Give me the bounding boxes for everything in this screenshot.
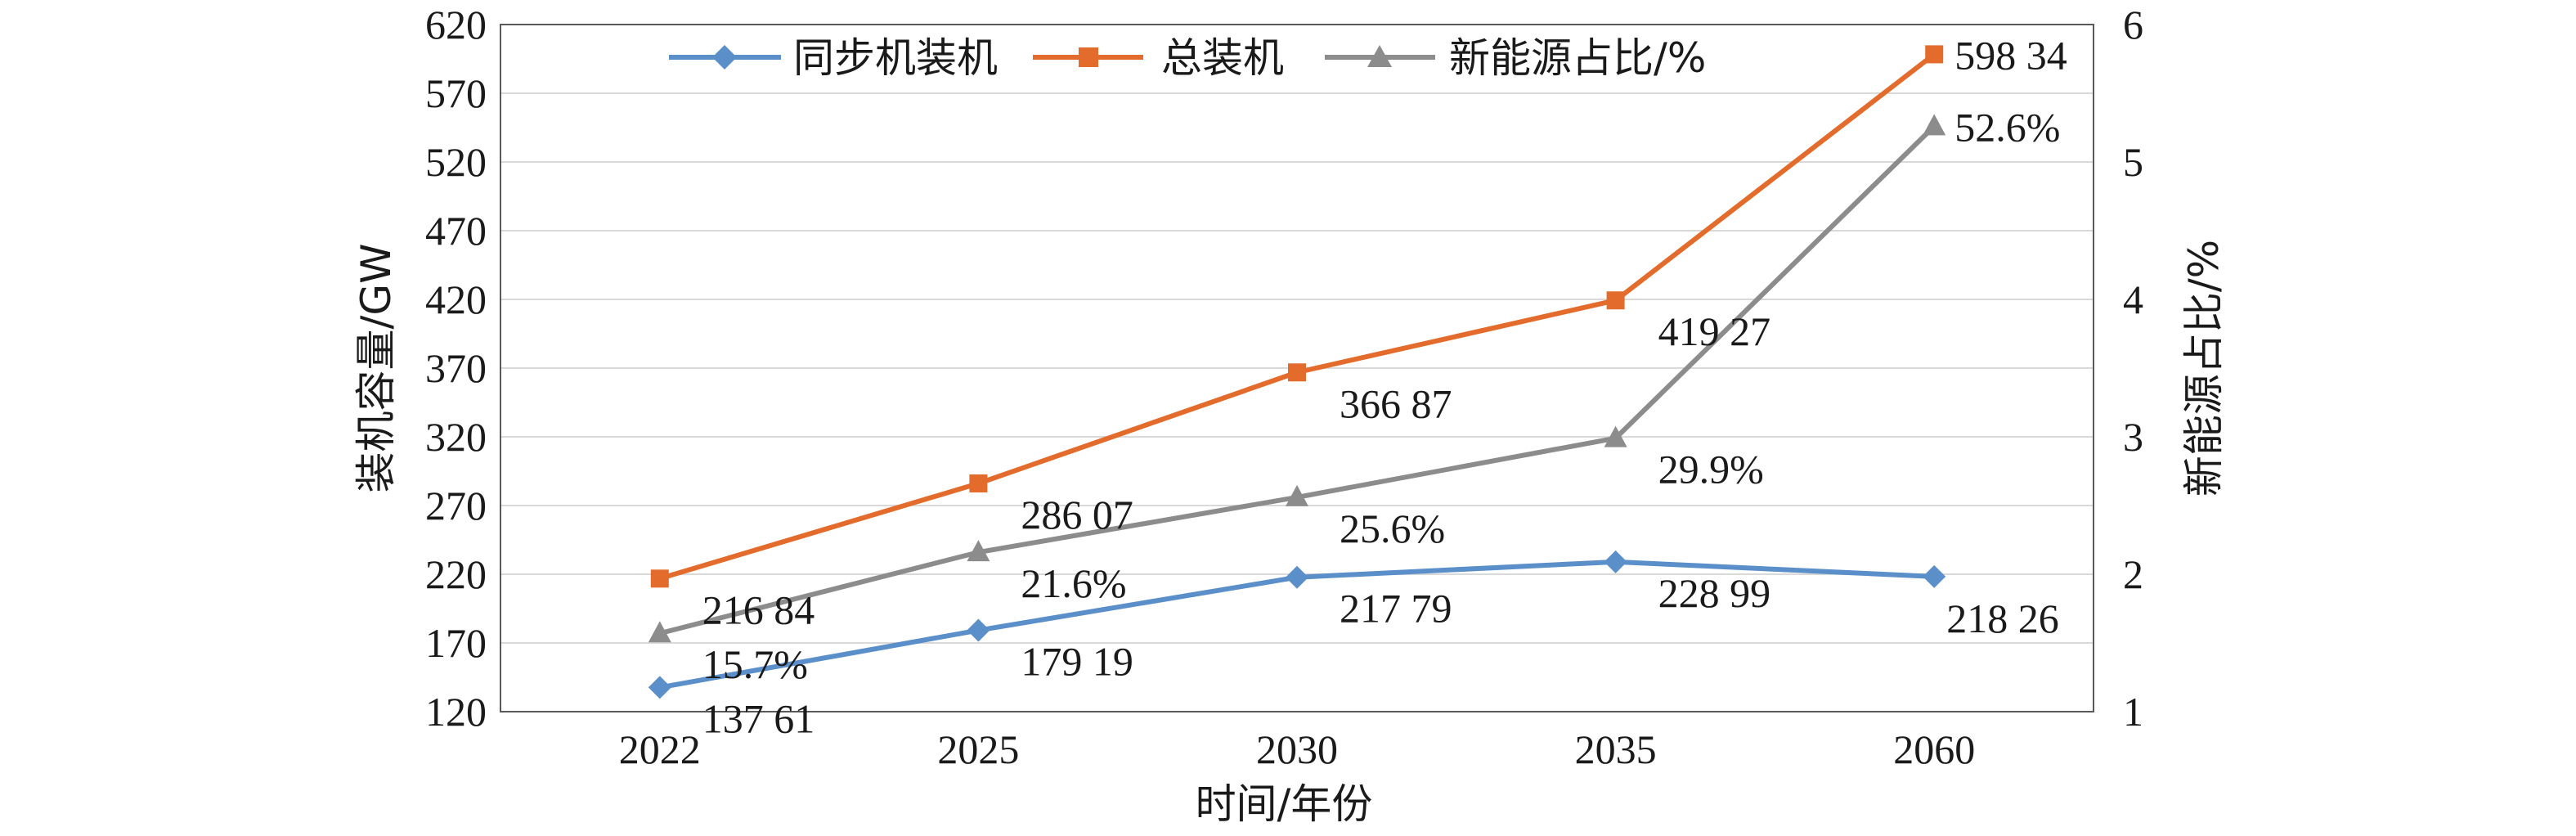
y-tick-label: 120 [425, 689, 487, 735]
data-label: 217 79 [1340, 586, 1452, 631]
data-point [1604, 425, 1627, 447]
y2-tick-label: 4 [2123, 276, 2143, 322]
x-tick-label: 2025 [937, 726, 1019, 772]
data-label: 366 87 [1340, 380, 1452, 426]
data-label: 179 19 [1021, 639, 1133, 685]
data-label: 419 27 [1658, 308, 1771, 354]
data-label: 286 07 [1021, 492, 1133, 537]
data-point [648, 676, 671, 699]
x-tick-label: 2022 [619, 726, 701, 772]
legend-marker-triangle [1367, 45, 1392, 67]
x-axis-title: 时间/年份 [1196, 780, 1373, 828]
data-point [648, 621, 671, 643]
data-labels: 137 61 179 19 217 79 228 99 218 26 216 84 286 … [702, 32, 2067, 741]
y-tick-label: 520 [425, 139, 487, 185]
data-point [1923, 114, 1946, 136]
legend: 同步机装机 总装机 新能源占比/% [669, 34, 1706, 82]
data-point [969, 474, 988, 493]
y2-axis-title: 新能源占比/% [2180, 240, 2228, 497]
y-tick-label: 170 [425, 620, 487, 666]
legend-marker-square [1079, 47, 1098, 67]
data-point [967, 618, 990, 642]
data-point [1606, 291, 1625, 310]
data-point [1923, 564, 1946, 588]
data-label: 25.6% [1340, 506, 1445, 551]
data-point [1286, 565, 1308, 589]
y-tick-label: 270 [425, 483, 487, 528]
legend-item-2: 新能源占比/% [1325, 34, 1706, 82]
data-point [1286, 484, 1308, 506]
y2-tick-label: 3 [2123, 414, 2143, 460]
data-label: 228 99 [1658, 570, 1771, 616]
x-tick-label: 2060 [1893, 726, 1975, 772]
plot-area-frame [500, 24, 2094, 712]
data-point [1604, 550, 1627, 573]
data-point [1925, 45, 1944, 64]
y-tick-label: 470 [425, 208, 487, 254]
legend-label-2: 新能源占比/% [1449, 34, 1706, 82]
legend-label-0: 同步机装机 [793, 34, 998, 82]
data-label: 21.6% [1021, 560, 1126, 606]
data-label: 15.7% [702, 641, 808, 687]
left-axis-ticks: 120 170 220 270 320 370 420 470 520 570 620 [425, 2, 487, 735]
y2-tick-label: 6 [2123, 2, 2143, 47]
y-tick-label: 420 [425, 276, 487, 322]
y-tick-label: 620 [425, 2, 487, 47]
y-tick-label: 370 [425, 345, 487, 391]
data-point [1288, 363, 1306, 382]
legend-marker-diamond [712, 45, 737, 70]
right-axis-ticks: 1 2 3 4 5 6 [2123, 2, 2143, 735]
y-tick-label: 320 [425, 414, 487, 460]
y2-tick-label: 1 [2123, 689, 2143, 735]
x-axis-ticks: 2022 2025 2030 2035 2060 [619, 726, 1975, 772]
data-label: 216 84 [702, 587, 815, 632]
data-label: 598 34 [1954, 32, 2067, 78]
legend-item-0: 同步机装机 [669, 34, 998, 82]
y-tick-label: 570 [425, 70, 487, 116]
x-tick-label: 2035 [1575, 726, 1657, 772]
data-label: 29.9% [1658, 447, 1764, 492]
data-label: 218 26 [1946, 596, 2059, 641]
series-group [648, 45, 1946, 699]
data-label: 137 61 [702, 695, 815, 741]
x-tick-label: 2030 [1256, 726, 1338, 772]
legend-label-1: 总装机 [1161, 34, 1284, 82]
data-point [967, 540, 990, 562]
legend-item-1: 总装机 [1033, 34, 1284, 82]
y-axis-title: 装机容量/GW [352, 243, 400, 492]
y-tick-label: 220 [425, 551, 487, 597]
y2-tick-label: 5 [2123, 139, 2143, 185]
y2-tick-label: 2 [2123, 551, 2143, 597]
data-label: 52.6% [1954, 104, 2060, 150]
data-point [650, 569, 669, 588]
